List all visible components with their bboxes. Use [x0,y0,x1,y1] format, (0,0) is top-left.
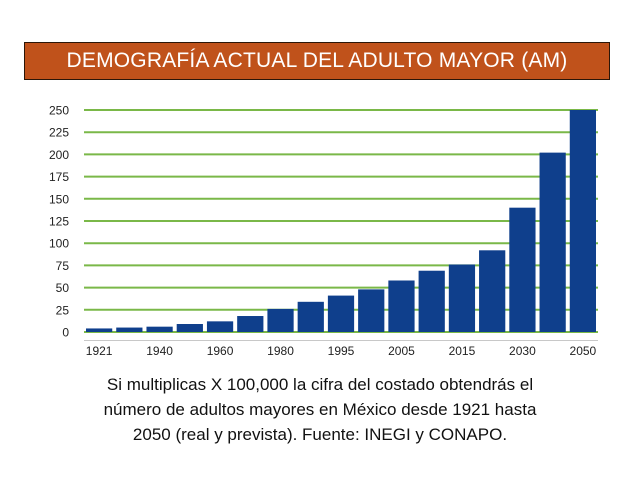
bar-1930 [116,327,143,332]
bar-2005 [388,280,415,332]
y-tick-label: 225 [49,126,69,140]
y-tick-label: 100 [49,237,69,251]
x-tick-label: 1995 [328,344,355,358]
bar-1940 [146,326,173,332]
bars [86,110,596,332]
caption-line-2: número de adultos mayores en México desd… [103,400,537,419]
bar-1960 [206,321,234,332]
caption: Si multiplicas X 100,000 la cifra del co… [60,372,580,447]
y-tick-label: 250 [49,104,69,118]
caption-line-1: Si multiplicas X 100,000 la cifra del co… [106,375,534,394]
bar-1950 [176,324,203,332]
x-tick-label: 1940 [146,344,173,358]
slide-title: DEMOGRAFÍA ACTUAL DEL ADULTO MAYOR (AM) [66,49,568,72]
bar-2040 [539,152,566,332]
bar-2050 [569,110,596,332]
caption-line-3: 2050 (real y prevista). Fuente: INEGI y … [132,425,508,444]
y-tick-label: 125 [49,215,69,229]
x-tick-label: 2015 [449,344,476,358]
y-tick-label: 50 [56,281,70,295]
x-tick-label: 1960 [207,344,234,358]
bar-2015 [448,264,476,332]
x-axis-tick-labels: 1921 1940 1960 1980 1995 2005 2015 2030 2050 [86,344,597,358]
y-tick-label: 200 [49,148,69,162]
y-axis-tick-labels: 0 25 50 75 100 125 150 175 200 225 250 [49,104,69,340]
bar-2000 [358,289,385,332]
bar-1980 [267,308,294,332]
bar-1990 [297,301,324,332]
title-banner: DEMOGRAFÍA ACTUAL DEL ADULTO MAYOR (AM) [24,42,610,80]
bar-1921 [86,328,113,332]
x-tick-label: 2050 [570,344,597,358]
y-tick-label: 75 [56,259,70,273]
y-tick-label: 25 [56,303,70,317]
y-tick-label: 175 [49,170,69,184]
x-tick-label: 1921 [86,344,113,358]
bar-2010 [418,270,445,332]
bar-1970 [237,316,264,332]
bar-2020 [479,250,506,332]
bar-2030 [509,207,536,332]
x-tick-label: 2030 [509,344,536,358]
x-tick-label: 1980 [267,344,294,358]
bar-1995 [327,295,355,332]
x-tick-label: 2005 [388,344,415,358]
y-tick-label: 150 [49,192,69,206]
y-tick-label: 0 [62,326,69,340]
